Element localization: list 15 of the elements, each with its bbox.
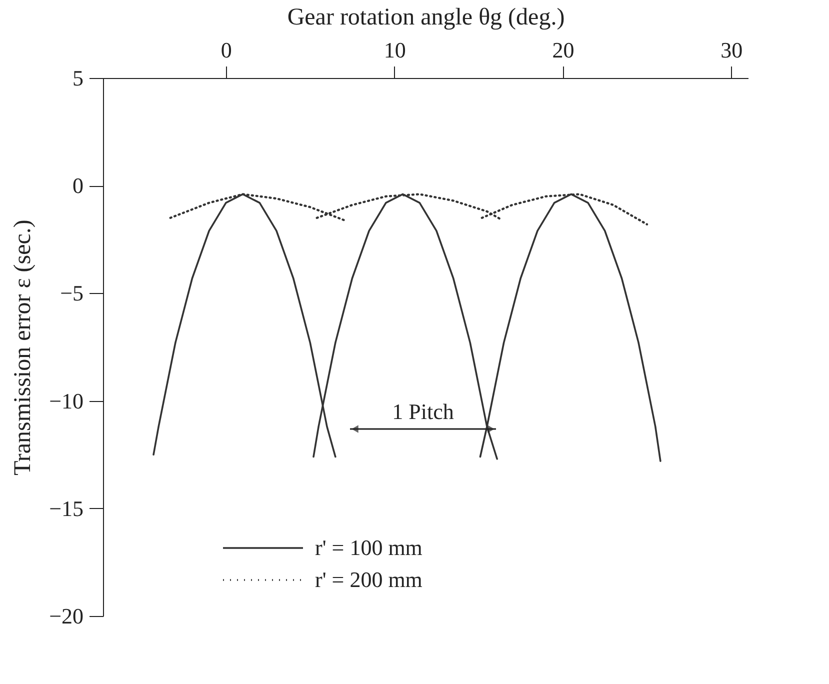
annotation: 1 Pitch [392,399,454,424]
y-tick-label: −5 [60,280,84,306]
y-tick-label: 5 [72,66,84,90]
y-tick-label: −20 [49,604,84,628]
legend-label: r' = 100 mm [315,535,422,560]
x-axis-title: Gear rotation angle θg (deg.) [287,4,565,30]
x-tick-label: 0 [220,38,232,62]
x-tick-label: 10 [384,38,406,62]
y-axis-title: Transmission error ε (sec.) [10,220,36,476]
y-tick-label: 0 [72,173,84,198]
y-tick-label: −10 [49,388,84,414]
x-tick-label: 20 [552,38,574,62]
x-tick-label: 30 [720,38,743,62]
legend-label: r' = 200 mm [315,567,422,592]
y-tick-label: −15 [49,496,84,521]
